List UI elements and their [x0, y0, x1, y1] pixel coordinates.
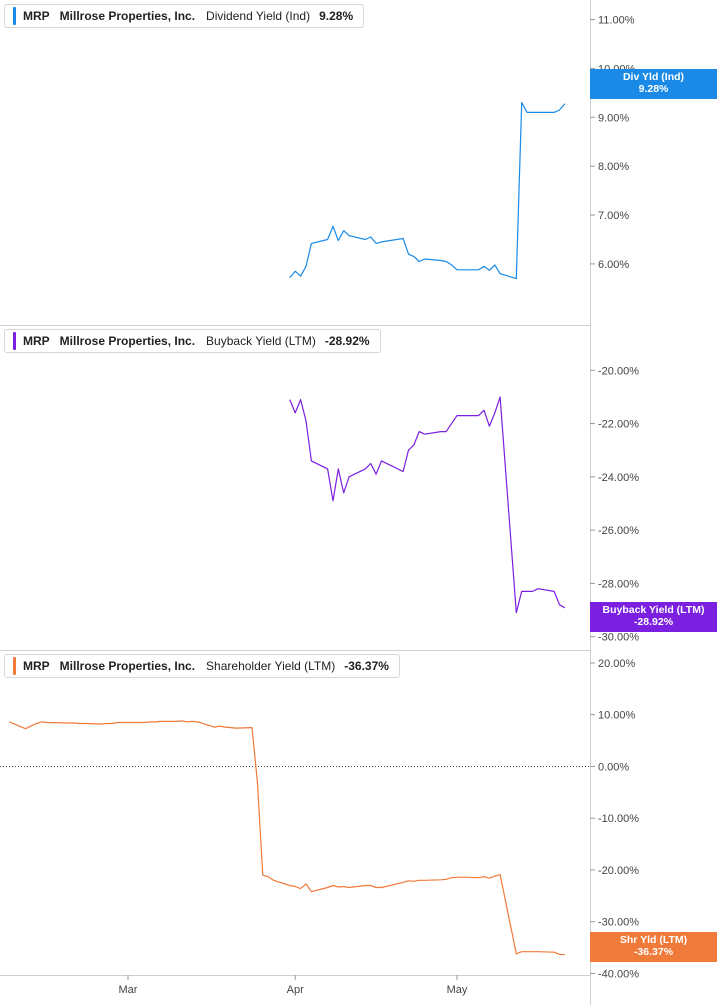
y-tick-label: -30.00% — [598, 632, 639, 644]
price-tag-buyback-yield: Buyback Yield (LTM) -28.92% — [590, 602, 717, 632]
y-tick-label: 6.00% — [598, 259, 629, 271]
y-tick-label: -24.00% — [598, 472, 639, 484]
y-tick-label: -30.00% — [598, 917, 639, 929]
legend-company: Millrose Properties, Inc. — [59, 334, 196, 348]
x-tick-label: Mar — [119, 984, 138, 996]
legend-metric: Dividend Yield (Ind) — [206, 9, 311, 23]
series-line — [289, 101, 566, 280]
y-tick-label: 11.00% — [598, 15, 635, 27]
y-tick-label: 10.00% — [598, 710, 636, 722]
legend-value: -36.37% — [344, 659, 389, 673]
price-tag-label: Shr Yld (LTM) — [619, 934, 688, 946]
legend-metric: Shareholder Yield (LTM) — [206, 659, 336, 673]
legend-box-dividend-yield: MRP Millrose Properties, Inc. Dividend Y… — [4, 4, 365, 28]
y-tick-label: 0.00% — [598, 761, 629, 773]
price-tag-shareholder-yield: Shr Yld (LTM) -36.37% — [590, 932, 717, 962]
legend-swatch — [13, 332, 16, 350]
legend-value: 9.28% — [319, 9, 354, 23]
legend-ticker: MRP — [23, 659, 50, 673]
legend-swatch — [13, 657, 16, 675]
y-tick-label: 20.00% — [598, 658, 636, 670]
legend-company: Millrose Properties, Inc. — [59, 9, 196, 23]
price-tag-dividend-yield: Div Yld (Ind) 9.28% — [590, 69, 717, 99]
y-tick-label: -28.00% — [598, 578, 639, 590]
legend-metric: Buyback Yield (LTM) — [206, 334, 316, 348]
y-tick-label: -20.00% — [598, 865, 639, 877]
legend-box-shareholder-yield: MRP Millrose Properties, Inc. Shareholde… — [4, 654, 400, 678]
series-line — [289, 396, 566, 614]
y-tick-label: 7.00% — [598, 210, 629, 222]
legend-box-buyback-yield: MRP Millrose Properties, Inc. Buyback Yi… — [4, 329, 381, 353]
legend-value: -28.92% — [324, 334, 370, 348]
price-tag-value: -28.92% — [633, 616, 674, 628]
legend-swatch — [13, 7, 16, 25]
series-line — [9, 720, 565, 956]
x-tick-label: May — [447, 984, 468, 996]
price-tag-label: Buyback Yield (LTM) — [602, 604, 705, 616]
y-tick-label: -26.00% — [598, 525, 639, 537]
y-tick-label: -40.00% — [598, 968, 639, 980]
y-tick-label: -10.00% — [598, 813, 639, 825]
price-tag-label: Div Yld (Ind) — [622, 71, 685, 83]
price-tag-value: 9.28% — [638, 83, 669, 95]
legend-company: Millrose Properties, Inc. — [59, 659, 196, 673]
y-tick-label: -22.00% — [598, 419, 639, 431]
legend-ticker: MRP — [23, 334, 50, 348]
y-tick-label: 8.00% — [598, 161, 629, 173]
legend-ticker: MRP — [23, 9, 50, 23]
y-tick-label: -20.00% — [598, 365, 639, 377]
x-tick-label: Apr — [287, 984, 304, 996]
price-tag-value: -36.37% — [633, 946, 674, 958]
y-tick-label: 9.00% — [598, 112, 629, 124]
